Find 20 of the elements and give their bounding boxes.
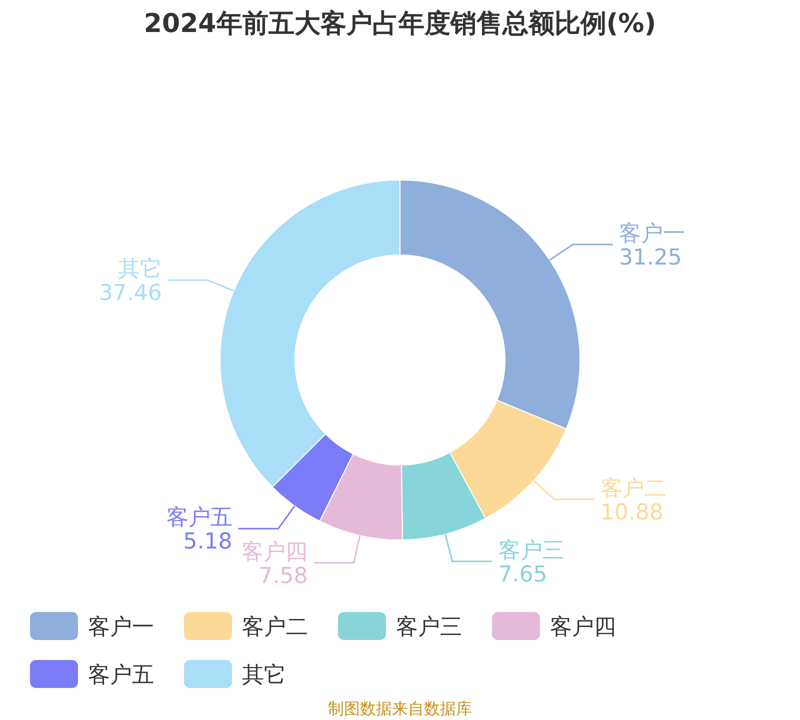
- legend-label: 客户五: [88, 663, 154, 688]
- slice-label: 其它: [118, 257, 162, 282]
- legend-label: 客户四: [550, 615, 616, 640]
- text: 制图数据来自数据库: [328, 699, 472, 718]
- data-label: 7.58: [258, 564, 308, 589]
- slice-label: 客户三: [498, 538, 564, 564]
- data-label: 31.25: [618, 245, 682, 270]
- legend-label: 客户一: [88, 615, 154, 640]
- legend-label: 客户二: [242, 615, 308, 640]
- legend-label: 其它: [242, 663, 286, 688]
- data-label: 5.18: [183, 530, 232, 555]
- slice-label: 客户五: [166, 506, 232, 531]
- chart-title: 2024年前五大客户占年度销售总额比例(%): [144, 9, 656, 39]
- slice-label: 客户二: [600, 476, 666, 502]
- data-label: 37.46: [98, 281, 162, 306]
- slice-label: 客户四: [242, 540, 308, 565]
- slice-label: 客户一: [618, 221, 685, 246]
- data-label: 7.65: [498, 562, 548, 588]
- legend-label: 客户三: [396, 615, 462, 640]
- data-label: 10.88: [600, 500, 664, 526]
